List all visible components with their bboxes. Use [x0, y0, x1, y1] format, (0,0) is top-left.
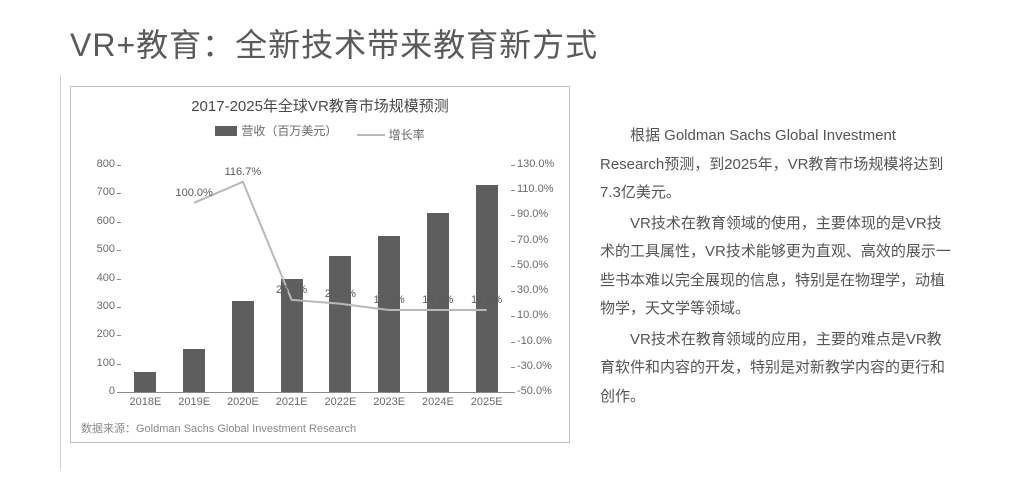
slide: VR+教育：全新技术带来教育新方式 2017-2025年全球VR教育市场规模预测…: [0, 0, 1026, 463]
legend-line: 增长率: [357, 126, 425, 143]
growth-line: [81, 149, 559, 414]
side-rule: [60, 75, 61, 470]
text-panel: 根据 Goldman Sachs Global Investment Resea…: [600, 86, 956, 413]
chart-panel: 2017-2025年全球VR教育市场规模预测 营收（百万美元） 增长率 0100…: [70, 86, 570, 443]
line-value-label: 116.7%: [225, 166, 262, 178]
line-value-label: 20.0%: [325, 288, 356, 300]
paragraph: 根据 Goldman Sachs Global Investment Resea…: [600, 122, 956, 208]
line-value-label: 15.0%: [374, 294, 405, 306]
legend-bar-label: 营收（百万美元）: [241, 122, 337, 139]
paragraph: VR技术在教育领域的使用，主要体现的是VR技术的工具属性，VR技术能够更为直观、…: [600, 210, 956, 324]
chart-legend: 营收（百万美元） 增长率: [81, 122, 559, 143]
legend-bar-swatch: [215, 126, 237, 136]
chart-title: 2017-2025年全球VR教育市场规模预测: [81, 95, 559, 116]
legend-line-swatch: [357, 134, 385, 136]
page-title: VR+教育：全新技术带来教育新方式: [70, 20, 956, 66]
legend-bar: 营收（百万美元）: [215, 122, 337, 139]
legend-line-label: 增长率: [389, 126, 425, 143]
line-value-label: 100.0%: [175, 187, 212, 199]
line-value-label: 15.0%: [422, 294, 453, 306]
chart-source: 数据来源：Goldman Sachs Global Investment Res…: [81, 420, 559, 436]
line-value-label: 15.0%: [471, 294, 502, 306]
content-row: 2017-2025年全球VR教育市场规模预测 营收（百万美元） 增长率 0100…: [70, 86, 956, 443]
paragraph: VR技术在教育领域的应用，主要的难点是VR教育软件和内容的开发，特别是对新教学内…: [600, 326, 956, 412]
line-value-label: 23.1%: [276, 284, 307, 296]
chart-area: 0100200300400500600700800-50.0%-30.0%-10…: [81, 149, 559, 414]
